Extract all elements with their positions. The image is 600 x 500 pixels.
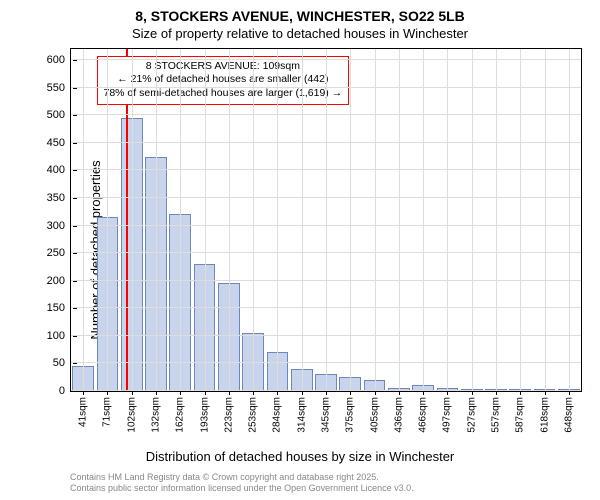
xtick-mark (423, 391, 424, 395)
xtick-mark (399, 391, 400, 395)
xtick-mark (253, 391, 254, 395)
xtick-label: 193sqm (199, 397, 210, 433)
plot-area: 8 STOCKERS AVENUE: 109sqm ← 21% of detac… (70, 48, 582, 392)
xtick-label: 527sqm (466, 397, 477, 433)
gridline-v (375, 49, 376, 391)
xtick-mark (302, 391, 303, 395)
ytick-label: 600 (47, 54, 71, 66)
xtick-mark (107, 391, 108, 395)
xtick-mark (326, 391, 327, 395)
xtick-mark (545, 391, 546, 395)
xtick-label: 497sqm (442, 397, 453, 433)
gridline-v (520, 49, 521, 391)
ytick-label: 50 (53, 357, 71, 369)
xtick-label: 284sqm (272, 397, 283, 433)
xtick-label: 405sqm (369, 397, 380, 433)
xtick-mark (569, 391, 570, 395)
gridline-v (350, 49, 351, 391)
xtick-label: 375sqm (345, 397, 356, 433)
footer-attribution: Contains HM Land Registry data © Crown c… (70, 472, 414, 494)
footer-line2: Contains public sector information licen… (70, 483, 414, 494)
xtick-label: 345sqm (321, 397, 332, 433)
gridline-v (326, 49, 327, 391)
gridline-v (205, 49, 206, 391)
ytick-label: 200 (47, 275, 71, 287)
ytick-label: 550 (47, 82, 71, 94)
xtick-mark (350, 391, 351, 395)
gridline-v (107, 49, 108, 391)
gridline-v (472, 49, 473, 391)
xtick-label: 587sqm (515, 397, 526, 433)
gridline-v (180, 49, 181, 391)
ytick-label: 100 (47, 330, 71, 342)
xtick-label: 557sqm (491, 397, 502, 433)
xtick-mark (375, 391, 376, 395)
ytick-label: 0 (59, 385, 71, 397)
ytick-label: 250 (47, 247, 71, 259)
gridline-v (83, 49, 84, 391)
ytick-label: 350 (47, 192, 71, 204)
xtick-mark (520, 391, 521, 395)
ytick-label: 400 (47, 164, 71, 176)
gridline-v (277, 49, 278, 391)
gridline-v (399, 49, 400, 391)
annotation-line2: ← 21% of detached houses are smaller (44… (104, 73, 343, 87)
xtick-label: 314sqm (296, 397, 307, 433)
footer-line1: Contains HM Land Registry data © Crown c… (70, 472, 414, 483)
chart-title: 8, STOCKERS AVENUE, WINCHESTER, SO22 5LB (0, 0, 600, 24)
xtick-label: 102sqm (126, 397, 137, 433)
annotation-line3: 78% of semi-detached houses are larger (… (104, 87, 343, 101)
xtick-mark (180, 391, 181, 395)
annotation-box: 8 STOCKERS AVENUE: 109sqm ← 21% of detac… (97, 56, 350, 105)
xtick-mark (447, 391, 448, 395)
xtick-mark (132, 391, 133, 395)
xtick-mark (205, 391, 206, 395)
gridline-v (302, 49, 303, 391)
xtick-label: 71sqm (102, 397, 113, 427)
xtick-label: 253sqm (248, 397, 259, 433)
xtick-label: 223sqm (223, 397, 234, 433)
gridline-v (496, 49, 497, 391)
gridline-v (229, 49, 230, 391)
gridline-v (132, 49, 133, 391)
gridline-v (423, 49, 424, 391)
ytick-label: 450 (47, 137, 71, 149)
chart-subtitle: Size of property relative to detached ho… (0, 24, 600, 41)
xtick-label: 648sqm (563, 397, 574, 433)
xtick-label: 132sqm (151, 397, 162, 433)
xtick-label: 162sqm (175, 397, 186, 433)
xtick-mark (496, 391, 497, 395)
xtick-mark (229, 391, 230, 395)
gridline-v (569, 49, 570, 391)
ytick-label: 150 (47, 302, 71, 314)
histogram-chart: 8, STOCKERS AVENUE, WINCHESTER, SO22 5LB… (0, 0, 600, 500)
ytick-label: 500 (47, 109, 71, 121)
annotation-line1: 8 STOCKERS AVENUE: 109sqm (104, 60, 343, 74)
gridline-v (447, 49, 448, 391)
gridline-v (253, 49, 254, 391)
xtick-label: 618sqm (539, 397, 550, 433)
gridline-v (156, 49, 157, 391)
xtick-mark (83, 391, 84, 395)
gridline-v (545, 49, 546, 391)
xtick-mark (156, 391, 157, 395)
ytick-label: 300 (47, 220, 71, 232)
xtick-label: 41sqm (78, 397, 89, 427)
xtick-label: 436sqm (393, 397, 404, 433)
xtick-mark (472, 391, 473, 395)
x-axis-label: Distribution of detached houses by size … (0, 449, 600, 464)
xtick-mark (277, 391, 278, 395)
xtick-label: 466sqm (418, 397, 429, 433)
